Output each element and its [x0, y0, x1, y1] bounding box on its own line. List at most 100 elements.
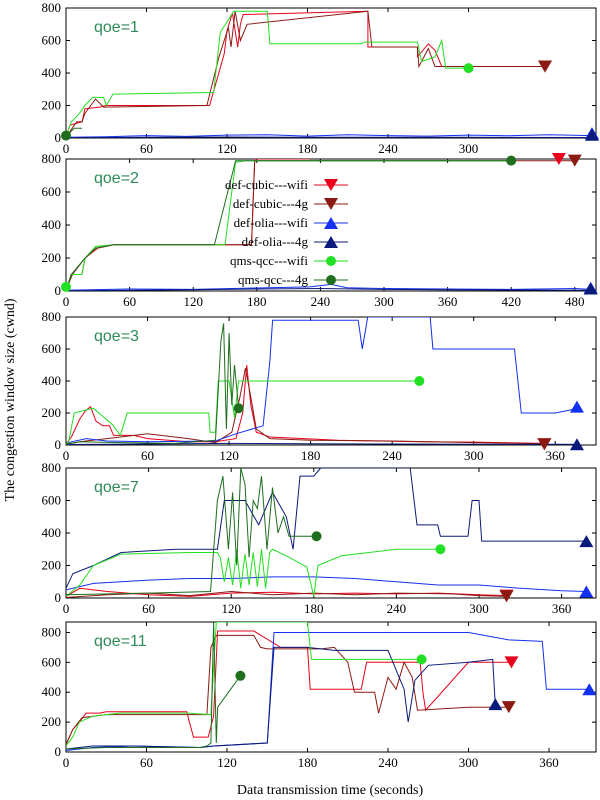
series-end-marker-def-olia-4g [583, 282, 598, 295]
series-end-marker-def-olia-4g [584, 128, 599, 141]
x-tick-label: 180 [298, 141, 318, 156]
x-tick-label: 0 [63, 294, 70, 309]
x-tick-label: 120 [219, 448, 239, 463]
y-tick-label: 800 [42, 0, 62, 15]
panel-qoe-2: 0 200 400 600 800 0 60 120 180 240 300 360 420 480 qoe… [42, 151, 598, 309]
x-tick-label: 240 [378, 755, 398, 770]
x-tick-label: 360 [539, 755, 559, 770]
series-line-def-olia-4g [66, 287, 591, 291]
x-tick-label: 240 [378, 141, 398, 156]
series-end-marker-qms-qcc-wifi [435, 544, 446, 555]
y-tick-label: 600 [42, 33, 62, 48]
legend-marker [324, 236, 338, 248]
y-tick-label: 600 [42, 184, 62, 199]
series-line-def-olia-wifi [66, 576, 587, 592]
panel-tag: qoe=1 [94, 19, 139, 36]
series-line-def-cubic-4g [66, 368, 545, 445]
panel-qoe-11: 0 200 400 600 800 0 60 120 180 240 300 360 qoe=11 [42, 621, 597, 770]
x-tick-label: 300 [374, 294, 394, 309]
series-line-qms-qcc-wifi [66, 548, 441, 597]
y-tick-label: 400 [42, 525, 62, 540]
x-tick-label: 300 [469, 601, 489, 616]
y-tick-label: 400 [42, 65, 62, 80]
y-tick-label: 400 [42, 373, 62, 388]
legend-marker [324, 198, 338, 210]
y-axis-title: The congestion window size (cwnd) [3, 298, 18, 501]
x-tick-label: 420 [501, 294, 521, 309]
series-end-marker-def-olia-wifi [569, 400, 584, 413]
x-tick-label: 480 [565, 294, 585, 309]
x-tick-label: 240 [387, 601, 407, 616]
legend: def-cubic---wifi def-cubic---4g def-olia--… [225, 177, 348, 287]
plot-frame [65, 621, 597, 753]
series-end-marker-qms-qcc-4g [235, 670, 246, 681]
legend-label: def-olia---wifi [234, 215, 309, 230]
series-line-def-olia-wifi [66, 317, 578, 445]
series-end-marker-def-cubic-4g [537, 438, 552, 451]
x-tick-label: 0 [63, 755, 70, 770]
legend-marker [326, 256, 336, 266]
series-end-marker-qms-qcc-4g [61, 130, 71, 141]
series-line-def-olia-4g [66, 468, 587, 589]
y-tick-label: 0 [55, 283, 62, 298]
y-tick-label: 800 [42, 460, 62, 475]
x-tick-label: 240 [311, 294, 331, 309]
x-tick-label: 300 [459, 755, 479, 770]
x-axis-title: Data transmission time (seconds) [237, 783, 424, 798]
x-tick-label: 240 [382, 448, 402, 463]
series-end-marker-def-olia-4g [569, 438, 584, 451]
series-line-qms-qcc-wifi [66, 622, 426, 747]
series-line-qms-qcc-4g [66, 468, 317, 596]
plot-frame [65, 467, 597, 599]
x-tick-label: 180 [298, 755, 318, 770]
x-tick-label: 60 [140, 755, 153, 770]
y-tick-label: 800 [42, 309, 62, 324]
series-end-marker-qms-qcc-wifi [463, 63, 474, 74]
y-tick-label: 0 [55, 437, 62, 452]
y-tick-label: 200 [42, 405, 62, 420]
legend-entry-qms-qcc-4g: qms-qcc---4g [238, 272, 348, 287]
series-end-marker-def-cubic-wifi [551, 153, 566, 165]
x-tick-label: 0 [63, 601, 70, 616]
y-tick-label: 800 [42, 151, 62, 166]
panel-qoe-1: 0 200 400 600 800 0 60 120 180 240 300 qoe=1 [42, 0, 599, 156]
y-tick-label: 600 [42, 341, 62, 356]
series-end-marker-def-cubic-4g [501, 701, 516, 714]
legend-marker [324, 179, 338, 191]
series-line-def-cubic-wifi [66, 630, 512, 745]
y-tick-label: 0 [55, 744, 62, 759]
y-tick-label: 200 [42, 250, 62, 265]
series-line-qms-qcc-wifi [66, 10, 469, 137]
y-tick-label: 200 [42, 98, 62, 113]
series-group [66, 159, 591, 291]
series-end-marker-def-cubic-wifi [504, 656, 519, 669]
series-end-marker-def-olia-wifi [579, 585, 594, 598]
series-line-qms-qcc-4g [66, 622, 241, 750]
series-end-marker-qms-qcc-4g [311, 531, 322, 542]
legend-label: def-olia---4g [242, 234, 309, 249]
panel-tag: qoe=7 [94, 479, 139, 496]
y-tick-label: 600 [42, 654, 62, 669]
x-tick-label: 120 [217, 141, 237, 156]
panel-qoe-3: 0 200 400 600 800 0 60 120 180 240 300 360 qoe=3 [42, 309, 597, 463]
legend-label: qms-qcc---4g [238, 272, 309, 287]
x-tick-label: 120 [221, 601, 241, 616]
x-tick-label: 60 [142, 601, 155, 616]
series-group [66, 10, 593, 138]
x-tick-label: 360 [552, 601, 572, 616]
x-tick-label: 60 [141, 448, 154, 463]
y-tick-label: 200 [42, 558, 62, 573]
series-end-marker-def-olia-4g [488, 698, 503, 711]
series-end-marker-def-olia-4g [579, 535, 594, 548]
panel-qoe-7: 0 200 400 600 800 0 60 120 180 240 300 360 qoe=7 [42, 460, 597, 616]
panel-tag: qoe=2 [94, 170, 139, 187]
legend-entry-def-cubic-4g: def-cubic---4g [233, 196, 348, 211]
x-tick-label: 180 [301, 448, 321, 463]
x-tick-label: 300 [459, 141, 479, 156]
series-end-marker-qms-qcc-4g [506, 155, 517, 166]
x-tick-label: 0 [63, 141, 70, 156]
y-tick-label: 800 [42, 624, 62, 639]
y-tick-label: 0 [55, 590, 62, 605]
x-tick-label: 120 [217, 755, 237, 770]
